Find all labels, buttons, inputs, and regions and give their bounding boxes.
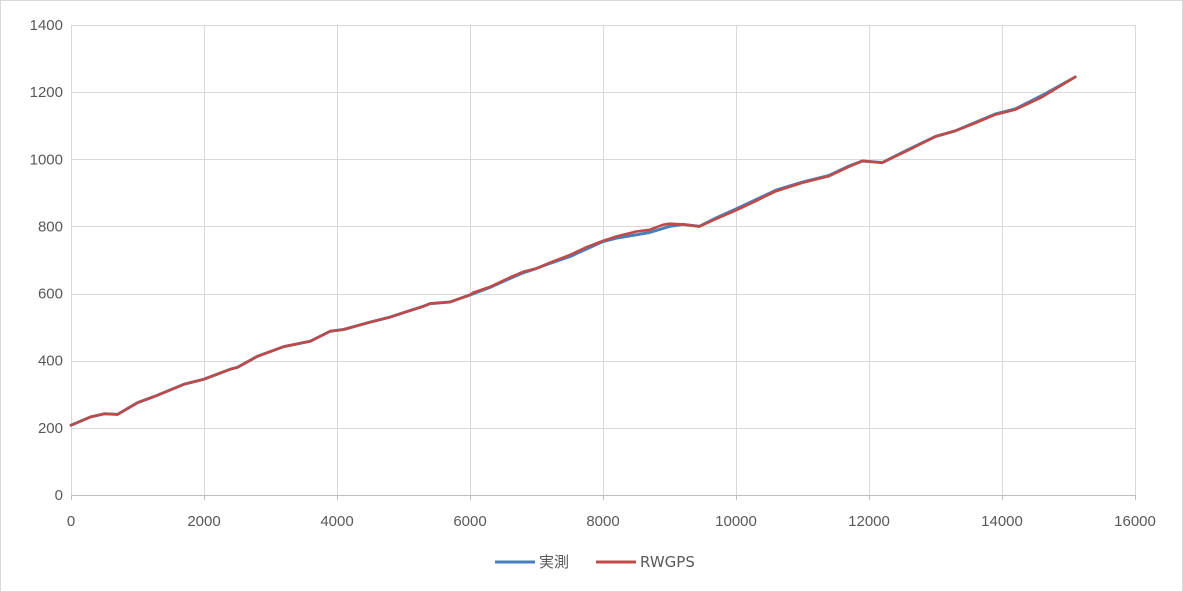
y-tick-label: 400 bbox=[38, 353, 63, 370]
x-tick-label: 12000 bbox=[848, 513, 890, 530]
x-tick-label: 0 bbox=[67, 513, 75, 530]
legend-label: 実測 bbox=[539, 553, 569, 571]
x-tick-label: 6000 bbox=[453, 513, 486, 530]
legend-item: 実測 bbox=[495, 553, 569, 571]
series-lines bbox=[69, 75, 1077, 427]
axes bbox=[71, 25, 1136, 500]
y-tick-label: 0 bbox=[55, 487, 63, 504]
y-tick-label: 600 bbox=[38, 286, 63, 303]
legend-item: RWGPS bbox=[596, 553, 695, 571]
x-tick-label: 8000 bbox=[586, 513, 619, 530]
x-tick-label: 4000 bbox=[320, 513, 353, 530]
series-line-rwgps bbox=[69, 75, 1077, 427]
legend: 実測 RWGPS bbox=[495, 553, 695, 571]
y-tick-label: 1000 bbox=[30, 151, 63, 168]
x-tick-label: 10000 bbox=[715, 513, 757, 530]
x-tick-label: 14000 bbox=[981, 513, 1023, 530]
x-tick-label: 16000 bbox=[1114, 513, 1156, 530]
legend-label: RWGPS bbox=[640, 553, 695, 571]
y-tick-label: 800 bbox=[38, 218, 63, 235]
x-tick-label: 2000 bbox=[187, 513, 220, 530]
y-tick-label: 1200 bbox=[30, 84, 63, 101]
y-tick-label: 200 bbox=[38, 420, 63, 437]
y-tick-label: 1400 bbox=[30, 17, 63, 34]
gridlines bbox=[71, 25, 1136, 495]
